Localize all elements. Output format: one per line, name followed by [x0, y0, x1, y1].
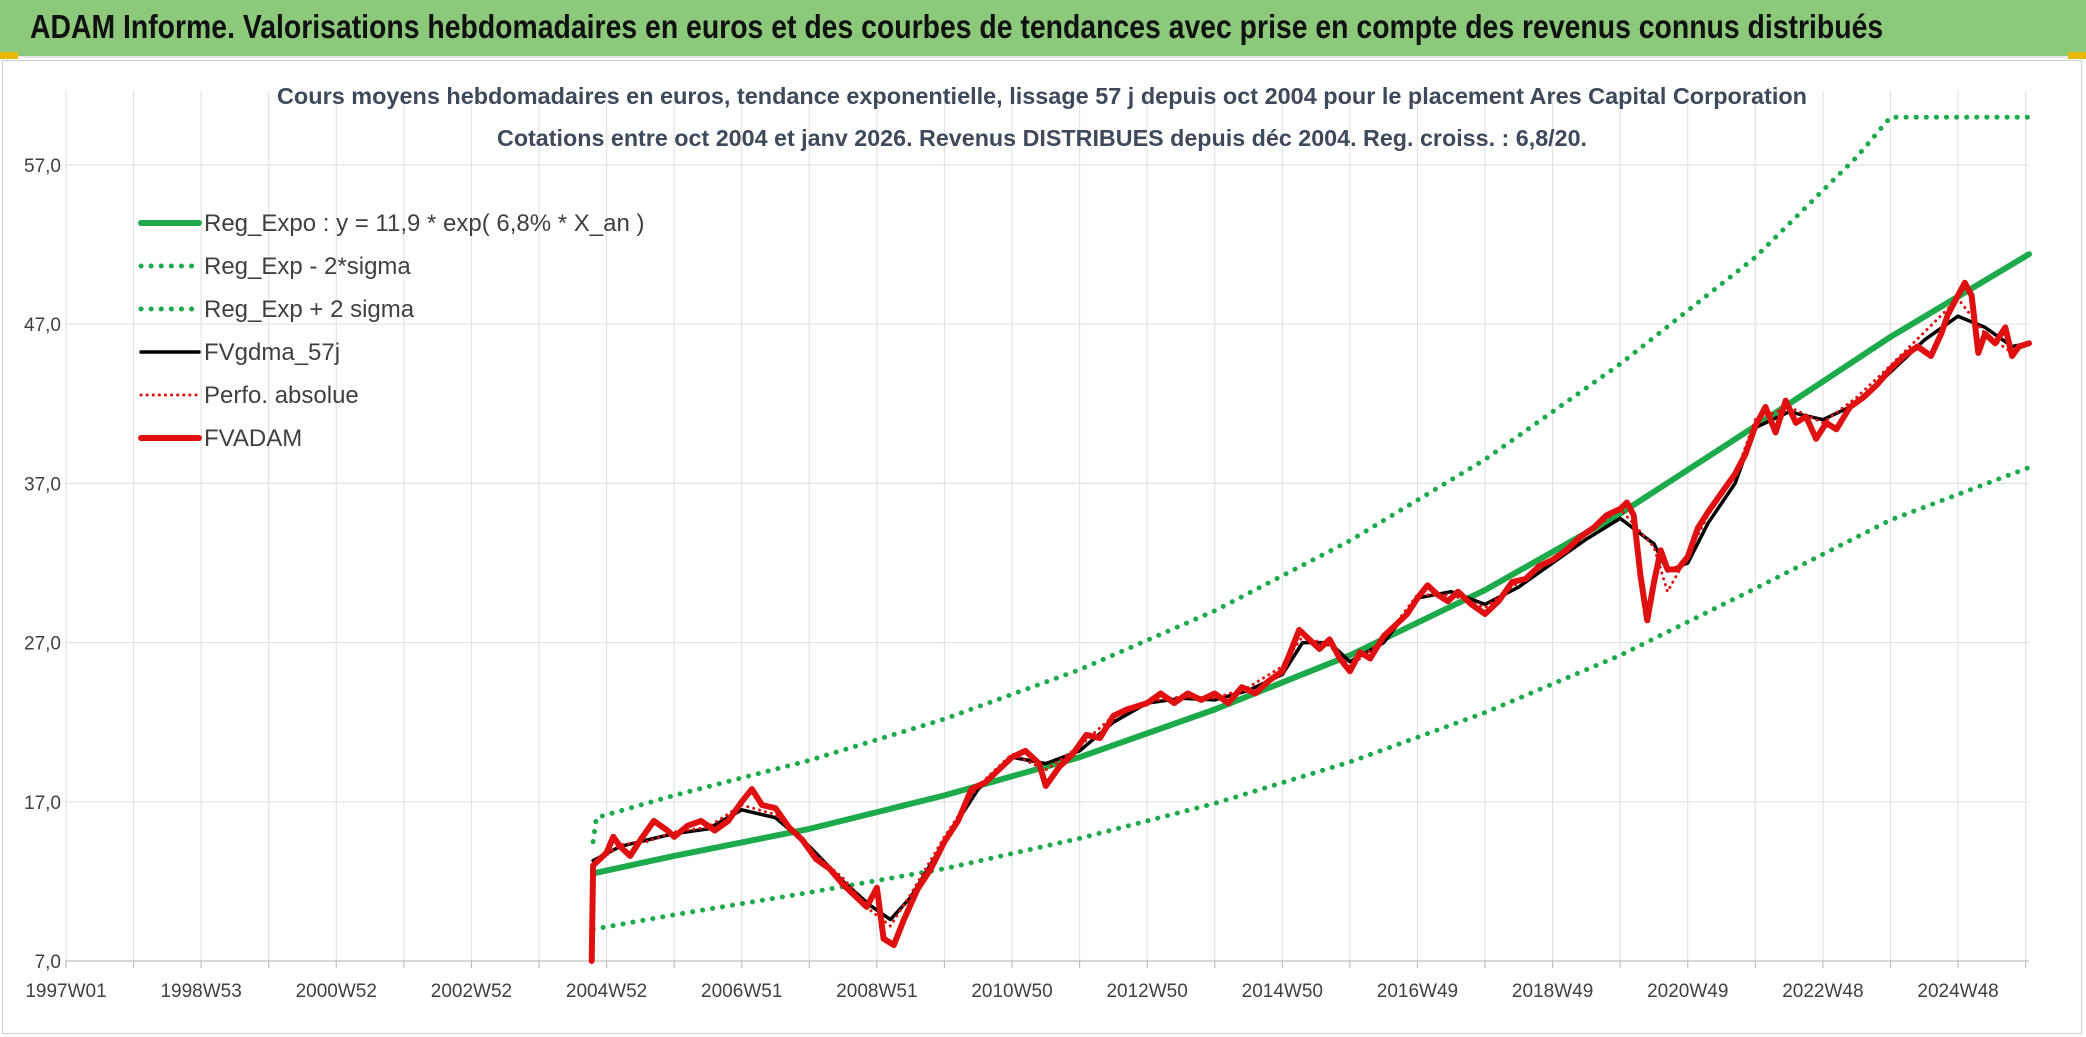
chart-titles: Cours moyens hebdomadaires en euros, ten… [277, 83, 1807, 151]
x-tick-label: 2014W50 [1242, 981, 1323, 1002]
corner-mark-left [0, 52, 18, 59]
header-banner: ADAM Informe. Valorisations hebdomadaire… [0, 0, 2086, 58]
axes: 7,0 17,0 27,0 37,0 47,0 57,0 1997W01 1998W53 200… [24, 156, 2027, 1002]
y-tick-label: 27,0 [24, 634, 61, 655]
series-line-1 [590, 465, 2032, 932]
y-tick-label: 37,0 [24, 474, 61, 495]
x-tick-label: 1997W01 [25, 981, 106, 1002]
corner-mark-right [2068, 52, 2086, 59]
x-tick-label: 2006W51 [701, 981, 782, 1002]
legend-label: FVADAM [204, 425, 302, 452]
series-lines [588, 114, 2032, 964]
legend-label: Reg_Exp + 2 sigma [204, 296, 415, 323]
series-line-0 [590, 251, 2032, 877]
x-tick-label: 2008W51 [836, 981, 917, 1002]
y-tick-label: 57,0 [24, 156, 61, 177]
grid [65, 91, 2029, 962]
legend-label: FVgdma_57j [204, 339, 340, 366]
x-tick-label: 2018W49 [1512, 981, 1593, 1002]
legend-label: Perfo. absolue [204, 382, 359, 409]
x-tick-label: 2000W52 [296, 981, 377, 1002]
banner-title: ADAM Informe. Valorisations hebdomadaire… [30, 8, 1884, 45]
chart-title: Cours moyens hebdomadaires en euros, ten… [277, 83, 1807, 109]
x-tick-label: 2020W49 [1647, 981, 1728, 1002]
legend: Reg_Expo : y = 11,9 * exp( 6,8% * X_an )… [138, 210, 644, 452]
chart: 7,0 17,0 27,0 37,0 47,0 57,0 1997W01 1998W53 200… [24, 83, 2032, 1002]
x-tick-label: 2004W52 [566, 981, 647, 1002]
series-line-2 [590, 114, 2032, 845]
y-tick-label: 7,0 [35, 952, 61, 973]
x-tick-label: 2024W48 [1917, 981, 1998, 1002]
chart-subtitle: Cotations entre oct 2004 et janv 2026. R… [497, 125, 1587, 151]
chart-frame: 7,0 17,0 27,0 37,0 47,0 57,0 1997W01 1998W53 200… [2, 60, 2082, 1034]
x-tick-label: 2012W50 [1106, 981, 1187, 1002]
x-tick-label: 2022W48 [1782, 981, 1863, 1002]
x-tick-label: 2010W50 [971, 981, 1052, 1002]
x-tick-label: 2016W49 [1377, 981, 1458, 1002]
y-tick-label: 47,0 [24, 315, 61, 336]
legend-label: Reg_Expo : y = 11,9 * exp( 6,8% * X_an ) [204, 210, 644, 237]
y-tick-label: 17,0 [24, 793, 61, 814]
x-tick-label: 2002W52 [431, 981, 512, 1002]
legend-label: Reg_Exp - 2*sigma [204, 253, 411, 280]
x-tick-label: 1998W53 [160, 981, 241, 1002]
series-line-5 [588, 279, 2032, 964]
